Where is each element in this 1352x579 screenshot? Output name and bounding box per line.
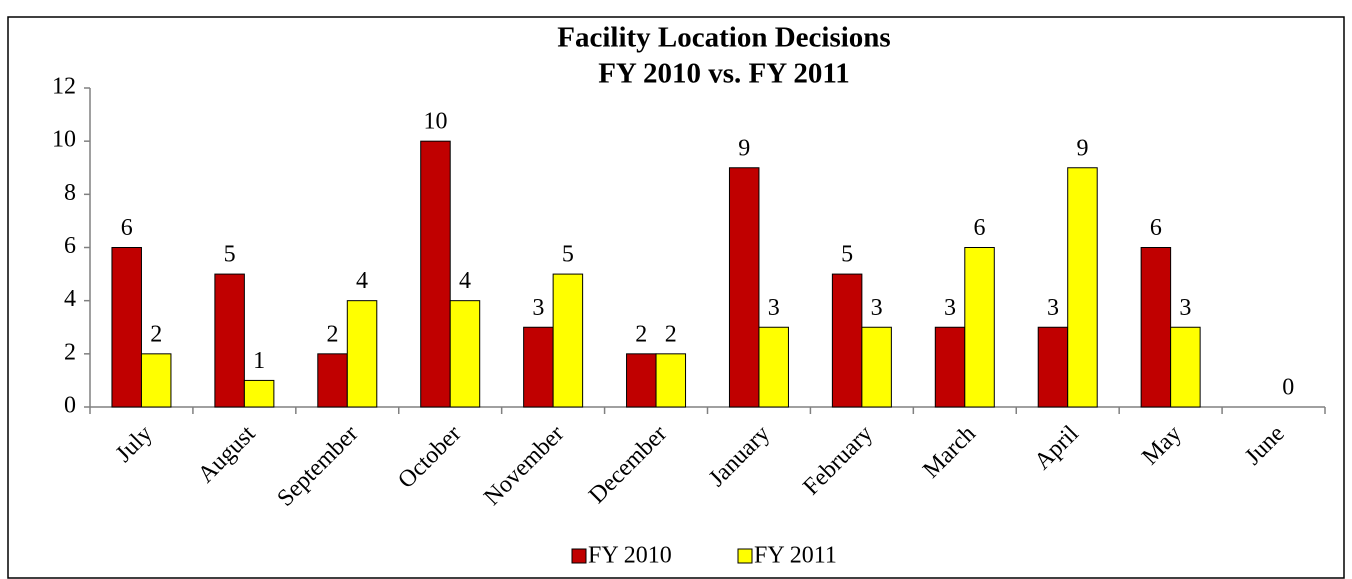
- data-label: 3: [1047, 295, 1059, 321]
- bar: [1140, 247, 1172, 408]
- data-label: 2: [150, 321, 162, 347]
- bar: [1037, 326, 1069, 408]
- data-label: 9: [1076, 135, 1088, 161]
- bar: [317, 353, 348, 408]
- data-label: 3: [532, 295, 544, 321]
- data-label: 2: [665, 321, 677, 347]
- data-label: 6: [121, 215, 133, 241]
- data-label: 10: [423, 109, 447, 135]
- bar: [964, 247, 995, 408]
- data-label: 2: [327, 321, 339, 347]
- data-label: 9: [738, 135, 750, 161]
- bar: [1067, 167, 1098, 408]
- legend-label: FY 2011: [754, 543, 837, 569]
- bar: [140, 353, 172, 408]
- chart-title: Facility Location Decisions: [557, 22, 890, 54]
- data-label: 6: [1150, 215, 1162, 241]
- bar: [1170, 326, 1201, 408]
- data-label: 3: [768, 295, 780, 321]
- data-label: 1: [253, 348, 265, 374]
- bar: [626, 353, 657, 408]
- bar: [346, 300, 378, 408]
- data-label: 3: [1179, 295, 1191, 321]
- bar: [214, 273, 245, 408]
- data-label: 4: [459, 268, 471, 294]
- legend-swatch: [737, 548, 753, 564]
- y-tick-label: 4: [64, 286, 76, 312]
- bar: [861, 326, 892, 408]
- legend-swatch: [571, 548, 587, 564]
- data-label: 5: [841, 242, 853, 268]
- bar: [523, 326, 554, 408]
- bar: [934, 326, 966, 408]
- chart-subtitle: FY 2010 vs. FY 2011: [598, 58, 850, 90]
- bar: [728, 167, 760, 408]
- data-label: 3: [944, 295, 956, 321]
- y-tick-label: 6: [64, 233, 76, 259]
- bar: [552, 273, 584, 408]
- data-label: 5: [224, 242, 236, 268]
- bar: [655, 353, 687, 408]
- legend-label: FY 2010: [588, 543, 672, 569]
- data-label: 0: [1282, 375, 1294, 401]
- bar: [111, 247, 142, 408]
- y-tick-label: 8: [64, 180, 76, 206]
- bar: [758, 326, 789, 408]
- bar: [243, 379, 275, 408]
- data-label: 4: [356, 268, 368, 294]
- bar: [449, 300, 481, 408]
- y-tick-label: 12: [52, 74, 76, 100]
- y-tick-label: 0: [64, 393, 76, 419]
- bar: [831, 273, 863, 408]
- data-label: 6: [974, 215, 986, 241]
- data-label: 5: [562, 242, 574, 268]
- y-tick-label: 2: [64, 339, 76, 365]
- bar: [420, 140, 451, 408]
- y-tick-label: 10: [52, 127, 76, 153]
- data-label: 3: [871, 295, 883, 321]
- data-label: 2: [635, 321, 647, 347]
